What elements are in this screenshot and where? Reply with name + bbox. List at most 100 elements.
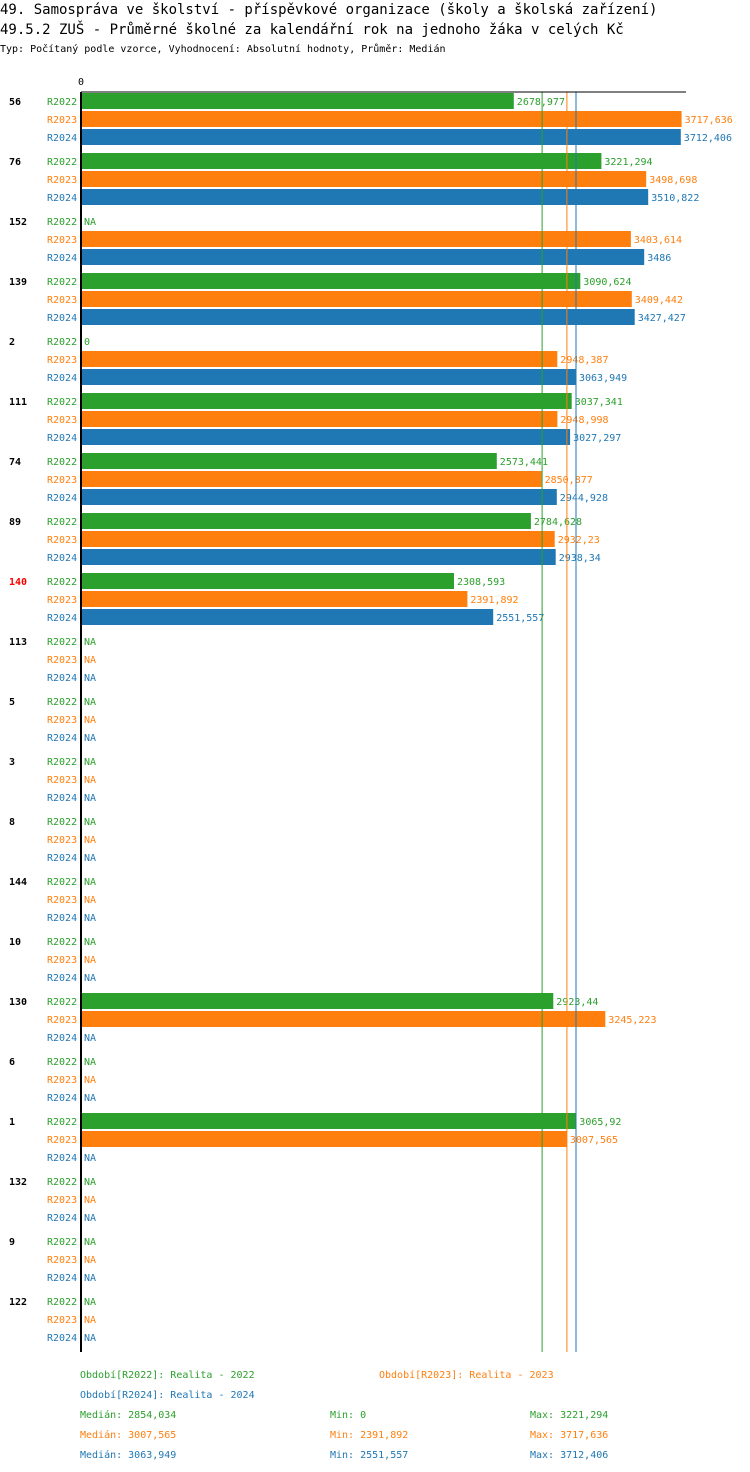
series-label: R2023 [47, 295, 77, 306]
group-label: 2 [9, 337, 15, 348]
series-label: R2024 [47, 673, 77, 684]
legend-max: Max: 3717,636 [530, 1430, 608, 1441]
series-label: R2024 [47, 853, 77, 864]
na-label: NA [84, 1153, 96, 1164]
group-label: 113 [9, 637, 27, 648]
na-label: NA [84, 733, 96, 744]
group-label: 8 [9, 817, 15, 828]
series-label: R2023 [47, 535, 77, 546]
na-label: NA [84, 1315, 96, 1326]
na-label: NA [84, 955, 96, 966]
series-label: R2023 [47, 1015, 77, 1026]
na-label: NA [84, 1273, 96, 1284]
na-label: NA [84, 1075, 96, 1086]
value-label: 3717,636 [685, 115, 733, 126]
series-label: R2023 [47, 775, 77, 786]
series-label: R2022 [47, 517, 77, 528]
series-label: R2022 [47, 577, 77, 588]
bar [81, 1113, 577, 1129]
series-label: R2022 [47, 97, 77, 108]
legend-min: Min: 2391,892 [330, 1430, 408, 1441]
bar [81, 531, 555, 547]
bar [81, 153, 602, 169]
series-label: R2024 [47, 313, 77, 324]
bar [81, 453, 497, 469]
bar [81, 309, 635, 325]
na-label: NA [84, 895, 96, 906]
value-label: 2391,892 [470, 595, 518, 606]
series-label: R2024 [47, 1333, 77, 1344]
series-label: R2024 [47, 613, 77, 624]
value-label: 3245,223 [608, 1015, 656, 1026]
chart-title-line1: 49. Samospráva ve školství - příspěvkové… [0, 2, 658, 18]
na-label: NA [84, 673, 96, 684]
series-label: R2023 [47, 1315, 77, 1326]
series-label: R2022 [47, 337, 77, 348]
bar [81, 513, 531, 529]
value-label: 2938,34 [559, 553, 601, 564]
series-label: R2022 [47, 217, 77, 228]
value-label: 3027,297 [573, 433, 621, 444]
series-label: R2024 [47, 973, 77, 984]
value-label: 3065,92 [579, 1117, 621, 1128]
na-label: NA [84, 1237, 96, 1248]
series-label: R2024 [47, 253, 77, 264]
na-label: NA [84, 1033, 96, 1044]
legend-max: Max: 3712,406 [530, 1450, 608, 1461]
value-label: 2850,877 [545, 475, 593, 486]
na-label: NA [84, 835, 96, 846]
legend-min: Min: 0 [330, 1410, 366, 1421]
series-label: R2023 [47, 1255, 77, 1266]
group-label: 6 [9, 1057, 15, 1068]
value-label: 2932,23 [558, 535, 600, 546]
series-label: R2023 [47, 115, 77, 126]
legend-period-r2024: Období[R2024]: Realita - 2024 [80, 1389, 255, 1401]
group-label: 144 [9, 877, 27, 888]
series-label: R2023 [47, 955, 77, 966]
na-label: NA [84, 853, 96, 864]
bar [81, 411, 558, 427]
value-label: 2948,998 [560, 415, 608, 426]
na-label: NA [84, 793, 96, 804]
series-label: R2023 [47, 235, 77, 246]
series-label: R2023 [47, 415, 77, 426]
series-label: R2024 [47, 733, 77, 744]
series-label: R2023 [47, 475, 77, 486]
series-label: R2022 [47, 1117, 77, 1128]
value-label: 3712,406 [684, 133, 732, 144]
bar [81, 129, 681, 145]
bar [81, 393, 572, 409]
na-label: NA [84, 1177, 96, 1188]
chart-subtitle: Typ: Počítaný podle vzorce, Vyhodnocení:… [0, 44, 446, 55]
legend-median: Medián: 3007,565 [80, 1429, 176, 1441]
bar [81, 189, 649, 205]
series-label: R2023 [47, 655, 77, 666]
group-label: 139 [9, 277, 27, 288]
bar [81, 291, 632, 307]
chart-title-line2: 49.5.2 ZUŠ - Průměrné školné za kalendář… [0, 22, 624, 38]
legend-period-r2022: Období[R2022]: Realita - 2022 [80, 1369, 255, 1381]
value-label: 0 [84, 337, 90, 348]
value-label: 3007,565 [570, 1135, 618, 1146]
series-label: R2024 [47, 793, 77, 804]
series-label: R2024 [47, 1033, 77, 1044]
value-label: 3037,341 [575, 397, 623, 408]
value-label: 2923,44 [556, 997, 598, 1008]
series-label: R2023 [47, 1135, 77, 1146]
na-label: NA [84, 817, 96, 828]
bar [81, 549, 556, 565]
series-label: R2024 [47, 913, 77, 924]
series-label: R2022 [47, 937, 77, 948]
value-label: 2784,628 [534, 517, 582, 528]
group-label: 10 [9, 937, 21, 948]
na-label: NA [84, 1195, 96, 1206]
series-label: R2022 [47, 997, 77, 1008]
series-label: R2022 [47, 277, 77, 288]
group-label: 56 [9, 97, 21, 108]
bar [81, 111, 682, 127]
series-label: R2024 [47, 433, 77, 444]
value-label: 3403,614 [634, 235, 682, 246]
legend-max: Max: 3221,294 [530, 1410, 608, 1421]
value-label: 2308,593 [457, 577, 505, 588]
